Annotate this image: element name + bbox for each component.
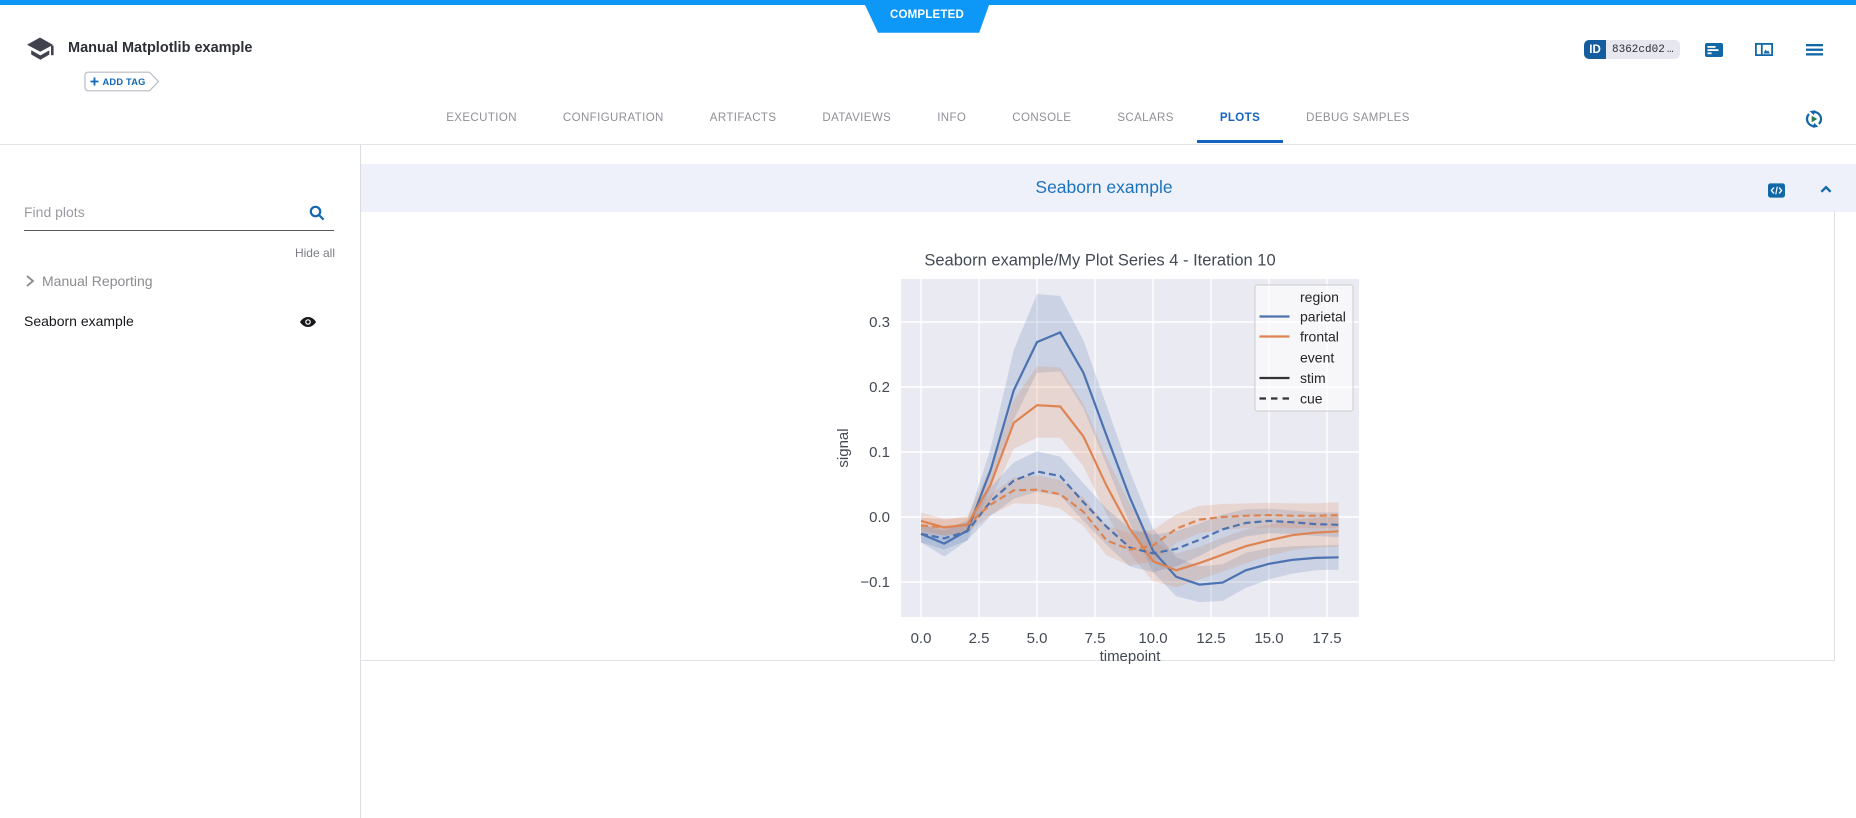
svg-text:signal: signal: [835, 428, 852, 467]
svg-text:Seaborn example/My Plot Series: Seaborn example/My Plot Series 4 - Itera…: [924, 252, 1275, 270]
svg-text:0.1: 0.1: [869, 444, 890, 461]
svg-text:event: event: [1300, 350, 1334, 366]
svg-text:−0.1: −0.1: [860, 574, 890, 591]
svg-text:2.5: 2.5: [969, 630, 990, 647]
svg-text:0.0: 0.0: [911, 630, 932, 647]
svg-text:region: region: [1300, 289, 1339, 305]
svg-text:timepoint: timepoint: [1100, 648, 1162, 665]
svg-text:5.0: 5.0: [1027, 630, 1048, 647]
svg-text:0.3: 0.3: [869, 314, 890, 331]
svg-text:ADD TAG: ADD TAG: [103, 77, 146, 87]
svg-text:cue: cue: [1300, 391, 1323, 407]
svg-text:15.0: 15.0: [1254, 630, 1283, 647]
svg-text:0.2: 0.2: [869, 379, 890, 396]
svg-text:17.5: 17.5: [1312, 630, 1341, 647]
svg-text:stim: stim: [1300, 370, 1326, 386]
svg-text:parietal: parietal: [1300, 309, 1346, 325]
svg-text:0.0: 0.0: [869, 509, 890, 526]
svg-text:10.0: 10.0: [1138, 630, 1167, 647]
svg-text:12.5: 12.5: [1196, 630, 1225, 647]
svg-text:frontal: frontal: [1300, 329, 1339, 345]
svg-text:7.5: 7.5: [1085, 630, 1106, 647]
